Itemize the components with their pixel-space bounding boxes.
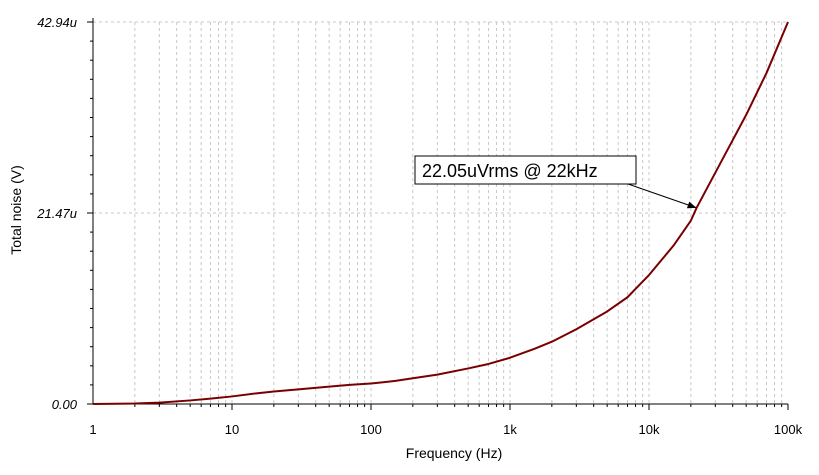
- series-line: [92, 21, 789, 405]
- annotation-arrowhead: [686, 201, 697, 209]
- annotation-leader-line: [627, 183, 697, 209]
- x-tick-label: 10k: [639, 422, 660, 437]
- x-axis-title: Frequency (Hz): [406, 445, 502, 461]
- annotation-label: 22.05uVrms @ 22kHz: [422, 161, 598, 181]
- x-tick-label: 1: [89, 422, 96, 437]
- grid: [93, 21, 788, 404]
- y-tick-labels: 0.00 21.47u 42.94u: [36, 15, 78, 412]
- x-tick-label: 1k: [503, 422, 517, 437]
- series-layer: [92, 21, 789, 405]
- x-tick-label: 100k: [774, 422, 803, 437]
- x-tick-label: 100: [360, 422, 382, 437]
- y-tick-label: 0.00: [52, 397, 78, 412]
- x-tick-labels: 1 10 100 1k 10k 100k: [89, 422, 802, 437]
- annotation: 22.05uVrms @ 22kHz: [414, 155, 697, 209]
- annotation-box: [414, 155, 637, 185]
- x-tick-label: 10: [225, 422, 239, 437]
- y-tick-label: 42.94u: [37, 15, 77, 30]
- y-axis-title: Total noise (V): [8, 165, 24, 254]
- y-tick-label: 21.47u: [36, 206, 77, 221]
